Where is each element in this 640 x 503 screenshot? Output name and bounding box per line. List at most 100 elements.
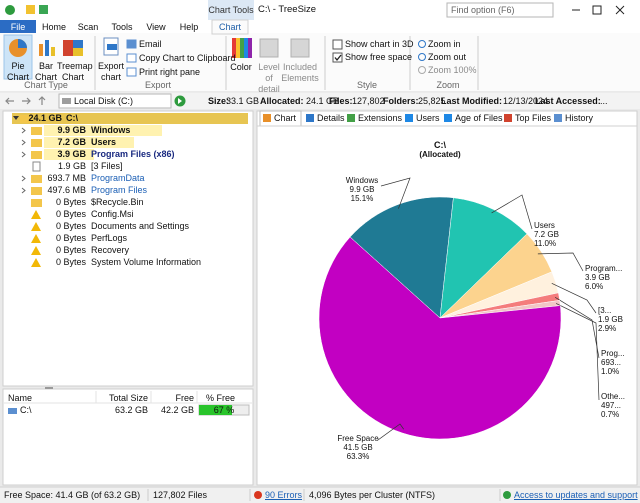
tab-strip <box>0 20 640 33</box>
export-icon <box>107 44 117 50</box>
folder-icon <box>31 175 42 183</box>
ribbon-button[interactable]: Pie Chart <box>6 61 29 82</box>
ribbon-tab[interactable]: View <box>146 22 166 32</box>
bar-icon <box>51 47 55 56</box>
leader-line <box>491 194 533 230</box>
status-support[interactable]: Access to updates and support <box>514 490 638 500</box>
tree-name[interactable]: C:\ <box>66 113 78 123</box>
tree-name[interactable]: Recovery <box>91 245 130 255</box>
color-icon <box>236 38 240 58</box>
folder-icon <box>31 187 42 195</box>
status-errors[interactable]: 90 Errors <box>265 490 303 500</box>
checkbox <box>332 39 343 50</box>
panel-tab[interactable]: Details <box>317 113 345 123</box>
panel-tab[interactable]: Top Files <box>515 113 552 123</box>
tree-name[interactable]: $Recycle.Bin <box>91 197 144 207</box>
ribbon-tab[interactable]: Help <box>179 22 199 32</box>
ribbon-tab[interactable]: File <box>10 22 26 32</box>
tree-name[interactable]: Program Files (x86) <box>91 149 175 159</box>
tab-icon <box>306 114 314 122</box>
ribbon-button[interactable]: Bar Chart <box>34 61 57 82</box>
ribbon-item[interactable]: Email <box>139 39 162 49</box>
item-icon <box>126 67 137 77</box>
stat-label: Files: <box>329 96 353 106</box>
drive-icon <box>62 98 71 104</box>
table-cell: 42.2 GB <box>160 405 194 415</box>
ribbon-item[interactable]: Copy Chart to Clipboard <box>139 53 236 63</box>
ribbon-button[interactable]: Color <box>230 62 252 72</box>
warning-icon <box>31 222 41 231</box>
ribbon-tab[interactable]: Home <box>41 22 67 32</box>
checkbox-label[interactable]: Show chart in 3D <box>345 39 414 49</box>
stat-label: Size: <box>208 96 230 106</box>
slice-label: Free Space <box>337 434 379 443</box>
slice-size: 41.5 GB <box>343 443 373 452</box>
tree-name[interactable]: Config.Msi <box>91 209 134 219</box>
tab-icon <box>504 114 512 122</box>
qat-icon <box>26 5 35 14</box>
tab-icon <box>347 114 355 122</box>
bar-icon <box>39 44 43 56</box>
tree-name[interactable]: [3 Files] <box>91 161 123 171</box>
tree-size: 1.9 GB <box>57 161 86 171</box>
pie-slice <box>318 236 562 440</box>
stat-label: Folders: <box>383 96 419 106</box>
stat-value: 25,825 <box>418 96 446 106</box>
pie-slice <box>349 196 454 319</box>
check-mark <box>334 54 342 62</box>
tree-name[interactable]: ProgramData <box>91 173 145 183</box>
leader-line <box>380 177 411 209</box>
treemap-icon <box>73 48 83 56</box>
ribbon-item[interactable]: Zoom in <box>428 39 461 49</box>
warning-icon <box>31 234 41 243</box>
expander <box>21 187 26 194</box>
pie-icon <box>18 39 27 48</box>
slice-size: 7.2 GB <box>534 230 559 239</box>
tree-name[interactable]: Windows <box>91 125 131 135</box>
panel-tab[interactable]: Chart <box>274 113 297 123</box>
panel-tab[interactable]: Users <box>416 113 440 123</box>
nav-arrow <box>38 96 46 105</box>
ribbon-tab[interactable]: Scan <box>77 22 99 32</box>
table-cell[interactable]: C:\ <box>20 405 32 415</box>
search-placeholder: Find option (F6) <box>451 5 515 15</box>
table-cell: 67 % <box>213 405 235 415</box>
tree-name[interactable]: PerfLogs <box>91 233 128 243</box>
tree-name[interactable]: Program Files <box>91 185 148 195</box>
panel-tab[interactable]: History <box>565 113 594 123</box>
tree-size: 0 Bytes <box>55 209 86 219</box>
tree-name[interactable]: System Volume Information <box>91 257 202 267</box>
panel-tab[interactable]: Age of Files <box>455 113 503 123</box>
leader-line <box>377 423 405 441</box>
slice-label: [3... <box>598 306 612 315</box>
slice-percent: 2.9% <box>598 324 617 333</box>
item-icon <box>126 53 137 63</box>
size-bar <box>44 125 162 136</box>
tree-size: 0 Bytes <box>55 233 86 243</box>
treemap-icon <box>73 40 83 48</box>
chart-title: C:\ <box>434 140 446 150</box>
leader-line <box>555 303 600 401</box>
tree-name[interactable]: Documents and Settings <box>91 221 190 231</box>
stat-value: 127,802 <box>352 96 385 106</box>
location[interactable]: Local Disk (C:) <box>74 96 134 106</box>
ribbon-tab[interactable]: Chart <box>218 22 242 32</box>
zoom-icon <box>418 66 426 74</box>
tree-size: 0 Bytes <box>55 245 86 255</box>
tree-size: 3.9 GB <box>57 149 86 159</box>
stat-value: 24.1 GB <box>306 96 340 106</box>
ribbon-item[interactable]: Zoom out <box>428 52 467 62</box>
ribbon-button[interactable]: Export chart <box>97 61 124 82</box>
tree-size: 0 Bytes <box>55 197 86 207</box>
checkbox-label[interactable]: Show free space <box>345 52 413 62</box>
tree-size: 7.2 GB <box>57 137 86 147</box>
status-bar <box>0 487 640 503</box>
ribbon-button[interactable]: Treemap Chart <box>57 61 93 82</box>
stat-value: 12/13/2024 <box>503 96 549 106</box>
tree-name[interactable]: Users <box>91 137 117 147</box>
expander <box>21 139 26 146</box>
panel-tab[interactable]: Extensions <box>358 113 403 123</box>
ribbon-tab[interactable]: Tools <box>111 22 133 32</box>
ribbon-item[interactable]: Print right pane <box>139 67 201 77</box>
